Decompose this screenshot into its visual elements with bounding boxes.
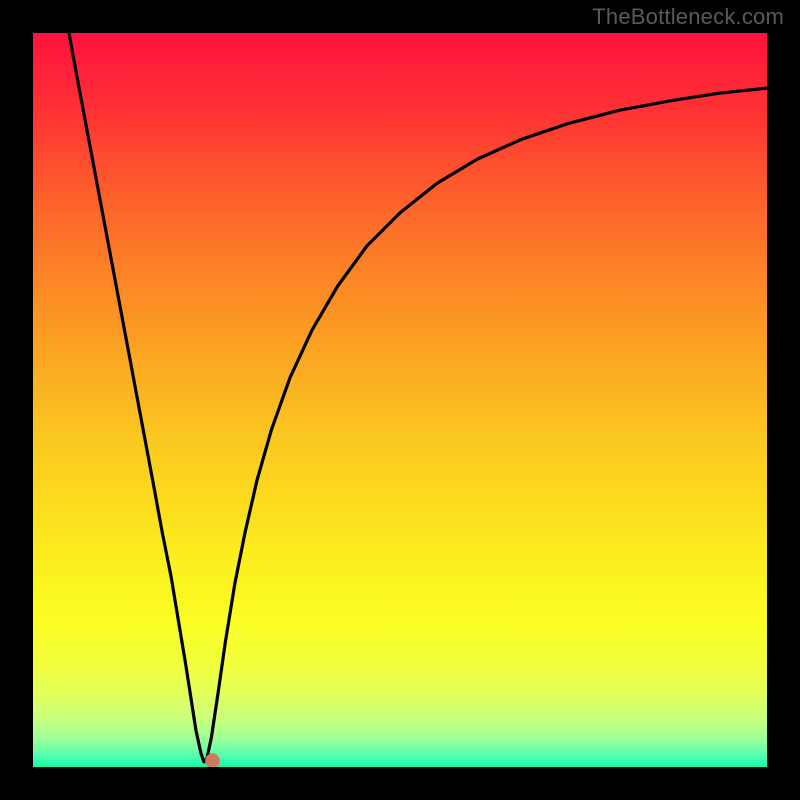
chart-plot-area xyxy=(33,33,767,767)
chart-background xyxy=(33,33,767,767)
chart-frame: TheBottleneck.com xyxy=(0,0,800,800)
watermark-text: TheBottleneck.com xyxy=(592,4,784,30)
chart-svg xyxy=(33,33,767,767)
